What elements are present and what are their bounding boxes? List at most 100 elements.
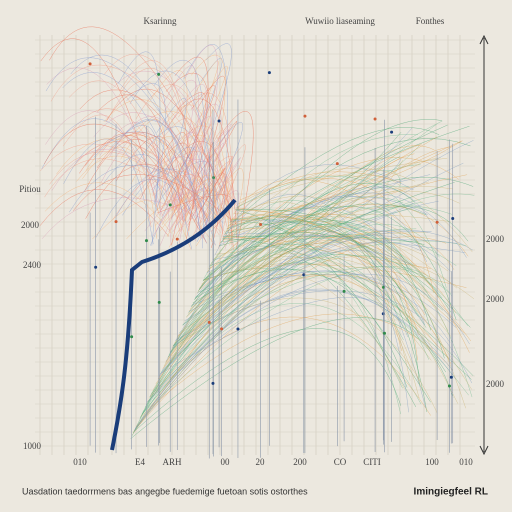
warm-curve [154, 98, 187, 215]
warm-curve [41, 197, 208, 239]
warm-curve [99, 122, 172, 246]
dot [220, 327, 224, 331]
dot [259, 222, 263, 226]
fan-curve [238, 174, 473, 253]
fan-curve [206, 157, 459, 273]
x-label: 200 [293, 457, 307, 467]
fan-curve [212, 230, 449, 331]
fan-curve [173, 239, 458, 346]
fan-curve [206, 158, 402, 273]
x-label: ARH [162, 457, 182, 467]
dot [451, 216, 455, 220]
fan-curve [140, 313, 450, 418]
dot [267, 71, 271, 75]
fan-curve [223, 232, 466, 253]
warm-curve [82, 146, 158, 239]
fan-curve [220, 208, 412, 243]
warm-curve [191, 54, 226, 222]
warm-curve [73, 141, 232, 242]
fan-curve [196, 186, 435, 294]
dot [207, 320, 211, 324]
warm-curve [118, 67, 203, 238]
fan-curve [222, 216, 425, 247]
warm-curve [153, 59, 206, 207]
left-label: 2000 [21, 220, 40, 230]
dot [390, 130, 394, 134]
warm-curve [129, 70, 220, 215]
dot [382, 331, 386, 335]
fan-curve [236, 176, 447, 288]
fan-curve [214, 164, 414, 256]
fan-curve [171, 297, 438, 414]
fan-curve [131, 204, 453, 437]
dot [88, 62, 92, 66]
warm-curve [181, 103, 222, 207]
dot [94, 265, 98, 269]
fan-curve [141, 206, 469, 414]
warm-curve [178, 92, 233, 240]
fan-curve [187, 238, 449, 315]
fan-curve [229, 196, 467, 409]
warm-curve [160, 85, 216, 211]
x-label: 00 [221, 457, 231, 467]
footer-brand: Imingiegfeel RL [414, 487, 488, 498]
dot [335, 162, 339, 166]
fan-curve [175, 196, 428, 342]
dot [302, 273, 306, 277]
left-label: 1000 [23, 441, 42, 451]
fan-curve [173, 234, 431, 346]
dot [114, 220, 118, 224]
fan-curve [133, 145, 435, 432]
warm-curve [174, 56, 209, 239]
fan-curve [186, 203, 469, 318]
fan-curve [191, 201, 423, 307]
fan-curve [140, 224, 443, 418]
left-label: 2400 [23, 260, 42, 270]
fan-curve [150, 193, 475, 395]
dot [342, 289, 346, 293]
warm-curve [161, 123, 212, 217]
fan-curve [173, 248, 404, 346]
warm-curve [152, 174, 225, 246]
warm-curve [96, 94, 184, 222]
warm-curve [96, 132, 208, 229]
warm-curve [49, 151, 222, 234]
warm-curve [79, 132, 190, 202]
warm-curve [92, 200, 160, 240]
dot [157, 72, 161, 76]
fan-curve [199, 192, 467, 289]
fan-curve [149, 153, 415, 398]
dot [211, 381, 215, 385]
warm-curve [45, 110, 163, 217]
warm-curve [68, 80, 181, 232]
fan-curve [224, 222, 431, 403]
warm-curve [160, 177, 196, 231]
fan-curve [191, 223, 428, 307]
right-label: 2000 [486, 234, 505, 244]
warm-curve [183, 44, 229, 232]
fan-curve [192, 268, 408, 388]
fan-curve [220, 217, 459, 404]
warm-curve [40, 38, 159, 212]
warm-curve [79, 89, 219, 216]
x-label: 010 [459, 457, 473, 467]
dot [447, 384, 451, 388]
fan-curve [169, 119, 443, 354]
fan-curve [230, 171, 402, 222]
fan-curve [235, 209, 472, 380]
fan-curve [177, 231, 455, 336]
warm-curve [72, 174, 240, 228]
warm-curve [167, 123, 232, 213]
dot [435, 220, 439, 224]
x-label: 20 [256, 457, 266, 467]
warm-curve [44, 182, 172, 234]
warm-curve [106, 80, 181, 208]
dot [303, 114, 307, 118]
fan-curve [227, 127, 440, 227]
x-labels: 010 E4 ARH 00 20 200 CO CITI 100 010 [73, 457, 473, 467]
fan-curve [162, 143, 422, 370]
fan-curve [235, 209, 452, 313]
header-label: Ksarinng [144, 16, 177, 26]
warm-curve [49, 26, 229, 203]
